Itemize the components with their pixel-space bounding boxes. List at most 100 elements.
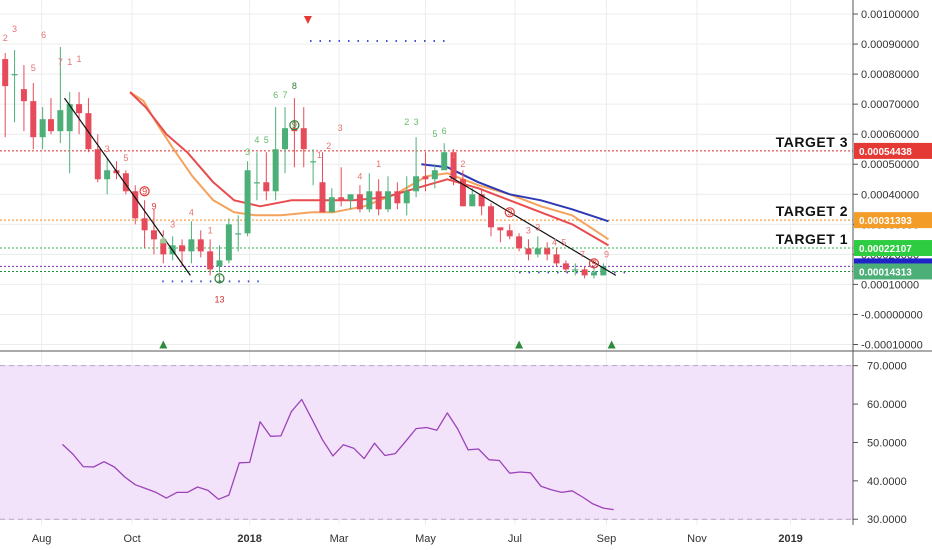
count-label: 4	[254, 135, 259, 145]
candle-body	[150, 230, 157, 240]
x-tick-label: Sep	[597, 533, 617, 545]
candle-body	[544, 248, 551, 255]
bearish-candle	[497, 227, 504, 243]
price-badges: 0.000544380.000313930.000221070.00016002…	[854, 142, 932, 280]
bullish-candle	[572, 263, 579, 276]
rsi-series-line	[61, 398, 614, 511]
count-label: 3	[12, 24, 17, 34]
bullish-candle	[253, 152, 260, 201]
bullish-candle	[403, 176, 410, 216]
rsi-line	[61, 398, 614, 511]
sell-signal-triangle	[303, 16, 312, 25]
bullish-candle	[600, 263, 607, 276]
bearish-candle	[291, 98, 298, 168]
candle-body	[216, 260, 223, 267]
count-label: 9	[507, 207, 512, 217]
count-circle	[214, 273, 225, 284]
candle-body	[197, 239, 204, 252]
x-tick-label: 2018	[237, 533, 261, 545]
price-badge-label: 0.00054438	[859, 147, 912, 158]
y-tick-label: 0.00010000	[861, 279, 919, 291]
candle-body	[57, 110, 64, 132]
y-tick-label: 0.00100000	[861, 9, 919, 21]
count-label: 1	[77, 54, 82, 64]
bearish-candle	[85, 98, 92, 153]
time-axis[interactable]: Aug Oct 2018 Mar May Jul Sep Nov 2019	[32, 533, 803, 545]
candle-body	[506, 230, 513, 237]
candle-body	[132, 191, 139, 219]
candle-body	[469, 194, 476, 207]
count-label: 4	[357, 171, 362, 181]
candle-body	[225, 224, 232, 261]
count-label: 7	[283, 90, 288, 100]
candle-body	[235, 233, 242, 235]
bearish-candle	[263, 152, 270, 201]
count-label: 3	[105, 144, 110, 154]
candle-body	[394, 191, 401, 204]
count-circle	[504, 207, 515, 218]
buy-signal-triangle	[515, 340, 524, 349]
candle-body	[385, 191, 392, 210]
bearish-candle	[132, 185, 139, 225]
candle-body	[562, 263, 569, 270]
x-tick-label: May	[415, 533, 436, 545]
candle-body	[94, 149, 101, 180]
candlesticks	[2, 47, 607, 279]
candle-body	[441, 152, 448, 171]
candle-body	[590, 272, 597, 276]
candle-body	[300, 128, 307, 150]
count-label: 6	[41, 30, 46, 40]
candle-body	[366, 191, 373, 210]
trendlines	[64, 97, 617, 276]
count-label: 4	[552, 237, 557, 247]
buy-signal-triangle	[607, 340, 616, 349]
count-label: 3	[245, 147, 250, 157]
bearish-candle	[338, 167, 345, 207]
price-badge	[854, 263, 932, 280]
bearish-candle	[525, 239, 532, 261]
count-label: 1	[217, 273, 222, 283]
count-label: 3	[526, 225, 531, 235]
candle-body	[525, 248, 532, 255]
price-badge-label: 0.00031393	[859, 216, 912, 227]
candle-body	[497, 227, 504, 231]
count-label: 1	[451, 150, 456, 160]
count-label: 1	[67, 57, 72, 67]
count-label: 3	[170, 219, 175, 229]
bearish-candle	[375, 179, 382, 216]
bullish-candle	[328, 188, 335, 213]
candle-body	[20, 89, 27, 102]
target-labels: TARGET 3 TARGET 2 TARGET 1	[776, 134, 848, 247]
x-tick-label: Nov	[687, 533, 707, 545]
price-badge	[854, 212, 932, 229]
rsi-tick-label: 60.0000	[867, 399, 907, 411]
bullish-candle	[216, 245, 223, 273]
rsi-axis[interactable]: 70.0000 60.0000 50.0000 40.0000 30.0000	[853, 361, 907, 527]
count-label: 9	[151, 201, 156, 211]
price-badge	[854, 240, 932, 257]
candle-body	[413, 176, 420, 192]
candle-body	[328, 197, 335, 213]
candle-body	[272, 149, 279, 192]
count-label: 5	[123, 153, 128, 163]
bearish-candle	[487, 203, 494, 237]
count-label: 6	[442, 126, 447, 136]
buy-signal-triangle	[159, 340, 168, 349]
y-tick-label: 0.00080000	[861, 69, 919, 81]
rsi-band	[0, 365, 853, 520]
rsi-tick-label: 40.0000	[867, 476, 907, 488]
trendline	[64, 97, 191, 276]
bearish-candle	[94, 134, 101, 183]
rsi-band-fill	[0, 365, 853, 520]
price-axis[interactable]: 0.00100000 0.00090000 0.00080000 0.00070000…	[853, 9, 923, 351]
bullish-candle	[57, 47, 64, 144]
bearish-candle	[47, 98, 54, 135]
count-label: 7	[580, 249, 585, 259]
count-label: 2	[404, 117, 409, 127]
count-label: 7	[58, 57, 63, 67]
bullish-candle	[385, 176, 392, 213]
bearish-candle	[150, 209, 157, 255]
candle-body	[431, 170, 438, 180]
